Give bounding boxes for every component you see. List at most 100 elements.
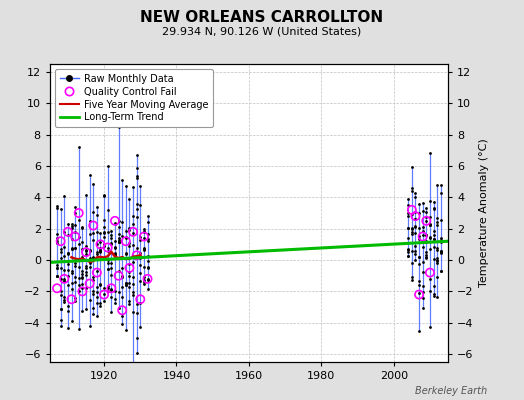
Point: [118, 219, 126, 226]
Text: Berkeley Earth: Berkeley Earth: [415, 386, 487, 396]
Point: [57, 288, 65, 294]
Point: [60, 267, 69, 273]
Y-axis label: Temperature Anomaly (°C): Temperature Anomaly (°C): [479, 139, 489, 287]
Point: [89, 254, 97, 260]
Point: [425, 150, 434, 156]
Point: [411, 223, 420, 229]
Legend: Raw Monthly Data, Quality Control Fail, Five Year Moving Average, Long-Term Tren: Raw Monthly Data, Quality Control Fail, …: [54, 69, 213, 127]
Point: [125, 196, 134, 202]
Point: [425, 246, 434, 252]
Point: [122, 235, 130, 241]
Point: [133, 252, 141, 258]
Point: [53, 240, 61, 246]
Point: [89, 276, 97, 283]
Point: [433, 215, 441, 221]
Point: [425, 270, 434, 276]
Point: [429, 228, 438, 234]
Point: [82, 306, 90, 312]
Point: [100, 243, 108, 249]
Point: [415, 232, 423, 239]
Point: [57, 254, 65, 261]
Point: [67, 268, 75, 274]
Point: [133, 334, 141, 341]
Point: [96, 248, 105, 254]
Point: [104, 265, 112, 272]
Point: [53, 238, 61, 244]
Point: [144, 213, 152, 219]
Point: [408, 277, 416, 283]
Point: [111, 238, 119, 244]
Point: [78, 254, 86, 260]
Point: [60, 257, 69, 264]
Point: [118, 255, 126, 261]
Point: [429, 283, 438, 290]
Point: [57, 306, 65, 312]
Point: [433, 258, 441, 264]
Point: [133, 214, 141, 220]
Point: [125, 268, 134, 275]
Point: [411, 216, 420, 222]
Point: [85, 172, 94, 178]
Point: [411, 257, 420, 264]
Point: [136, 234, 145, 240]
Point: [74, 257, 83, 263]
Point: [125, 261, 134, 267]
Point: [89, 208, 97, 215]
Point: [82, 247, 90, 253]
Point: [93, 294, 101, 300]
Point: [415, 282, 423, 288]
Point: [422, 214, 431, 221]
Point: [122, 234, 130, 240]
Point: [114, 239, 123, 246]
Point: [408, 231, 416, 237]
Point: [425, 222, 434, 228]
Point: [436, 237, 445, 244]
Point: [419, 282, 427, 289]
Point: [415, 291, 423, 298]
Point: [436, 247, 445, 254]
Point: [82, 192, 90, 198]
Point: [133, 245, 141, 252]
Point: [64, 282, 72, 288]
Point: [93, 250, 101, 257]
Point: [64, 251, 72, 257]
Point: [57, 246, 65, 252]
Point: [74, 241, 83, 247]
Point: [118, 307, 126, 314]
Point: [415, 261, 423, 267]
Point: [422, 249, 431, 255]
Point: [100, 285, 108, 292]
Point: [89, 291, 97, 298]
Point: [96, 241, 105, 248]
Point: [136, 202, 145, 208]
Point: [125, 243, 134, 249]
Point: [67, 246, 75, 252]
Text: NEW ORLEANS CARROLLTON: NEW ORLEANS CARROLLTON: [140, 10, 384, 25]
Point: [118, 274, 126, 280]
Point: [415, 290, 423, 296]
Point: [411, 248, 420, 254]
Point: [74, 264, 83, 270]
Point: [419, 244, 427, 250]
Point: [53, 230, 61, 237]
Point: [67, 245, 75, 251]
Point: [64, 261, 72, 267]
Point: [111, 300, 119, 306]
Point: [422, 255, 431, 261]
Point: [136, 183, 145, 190]
Point: [140, 247, 148, 254]
Point: [114, 224, 123, 230]
Point: [53, 273, 61, 280]
Point: [85, 246, 94, 253]
Point: [104, 207, 112, 213]
Point: [67, 296, 75, 302]
Point: [100, 291, 108, 298]
Point: [404, 225, 412, 232]
Point: [89, 288, 97, 295]
Point: [78, 275, 86, 282]
Point: [129, 292, 137, 298]
Point: [60, 278, 69, 284]
Point: [53, 285, 61, 292]
Point: [71, 204, 79, 210]
Point: [74, 217, 83, 223]
